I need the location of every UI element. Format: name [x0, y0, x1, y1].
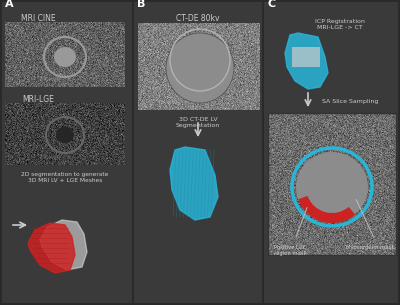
Bar	[134, 2, 262, 303]
Text: A: A	[5, 0, 14, 9]
Text: 3D CT-DE LV
Segmentation: 3D CT-DE LV Segmentation	[176, 117, 220, 128]
Bar	[2, 2, 132, 303]
Text: CT-DE 80kv: CT-DE 80kv	[176, 14, 220, 23]
Bar	[292, 47, 320, 67]
Text: MRI-LGE: MRI-LGE	[22, 95, 54, 104]
Ellipse shape	[56, 127, 74, 143]
FancyBboxPatch shape	[5, 22, 125, 87]
Ellipse shape	[54, 47, 76, 67]
Text: SA Slice Sampling: SA Slice Sampling	[322, 99, 378, 104]
Polygon shape	[28, 223, 75, 273]
Text: Positive LGE
region mask: Positive LGE region mask	[274, 245, 306, 256]
Polygon shape	[40, 220, 87, 270]
Text: Myocardium mask: Myocardium mask	[346, 245, 394, 250]
Bar	[264, 2, 398, 303]
FancyBboxPatch shape	[138, 23, 260, 110]
FancyBboxPatch shape	[5, 103, 125, 165]
Text: B: B	[137, 0, 145, 9]
FancyBboxPatch shape	[268, 113, 396, 255]
Text: C: C	[267, 0, 275, 9]
Text: 2D segmentation to generate
3D MRI LV + LGE Meshes: 2D segmentation to generate 3D MRI LV + …	[21, 172, 109, 183]
Polygon shape	[170, 147, 218, 220]
Text: MRI CINE: MRI CINE	[21, 14, 55, 23]
Text: ICP Registration
MRI-LGE -> CT: ICP Registration MRI-LGE -> CT	[315, 19, 365, 30]
Bar	[268, 113, 396, 255]
Polygon shape	[285, 33, 328, 89]
Ellipse shape	[166, 33, 234, 103]
Ellipse shape	[296, 152, 368, 222]
Wedge shape	[298, 196, 355, 223]
